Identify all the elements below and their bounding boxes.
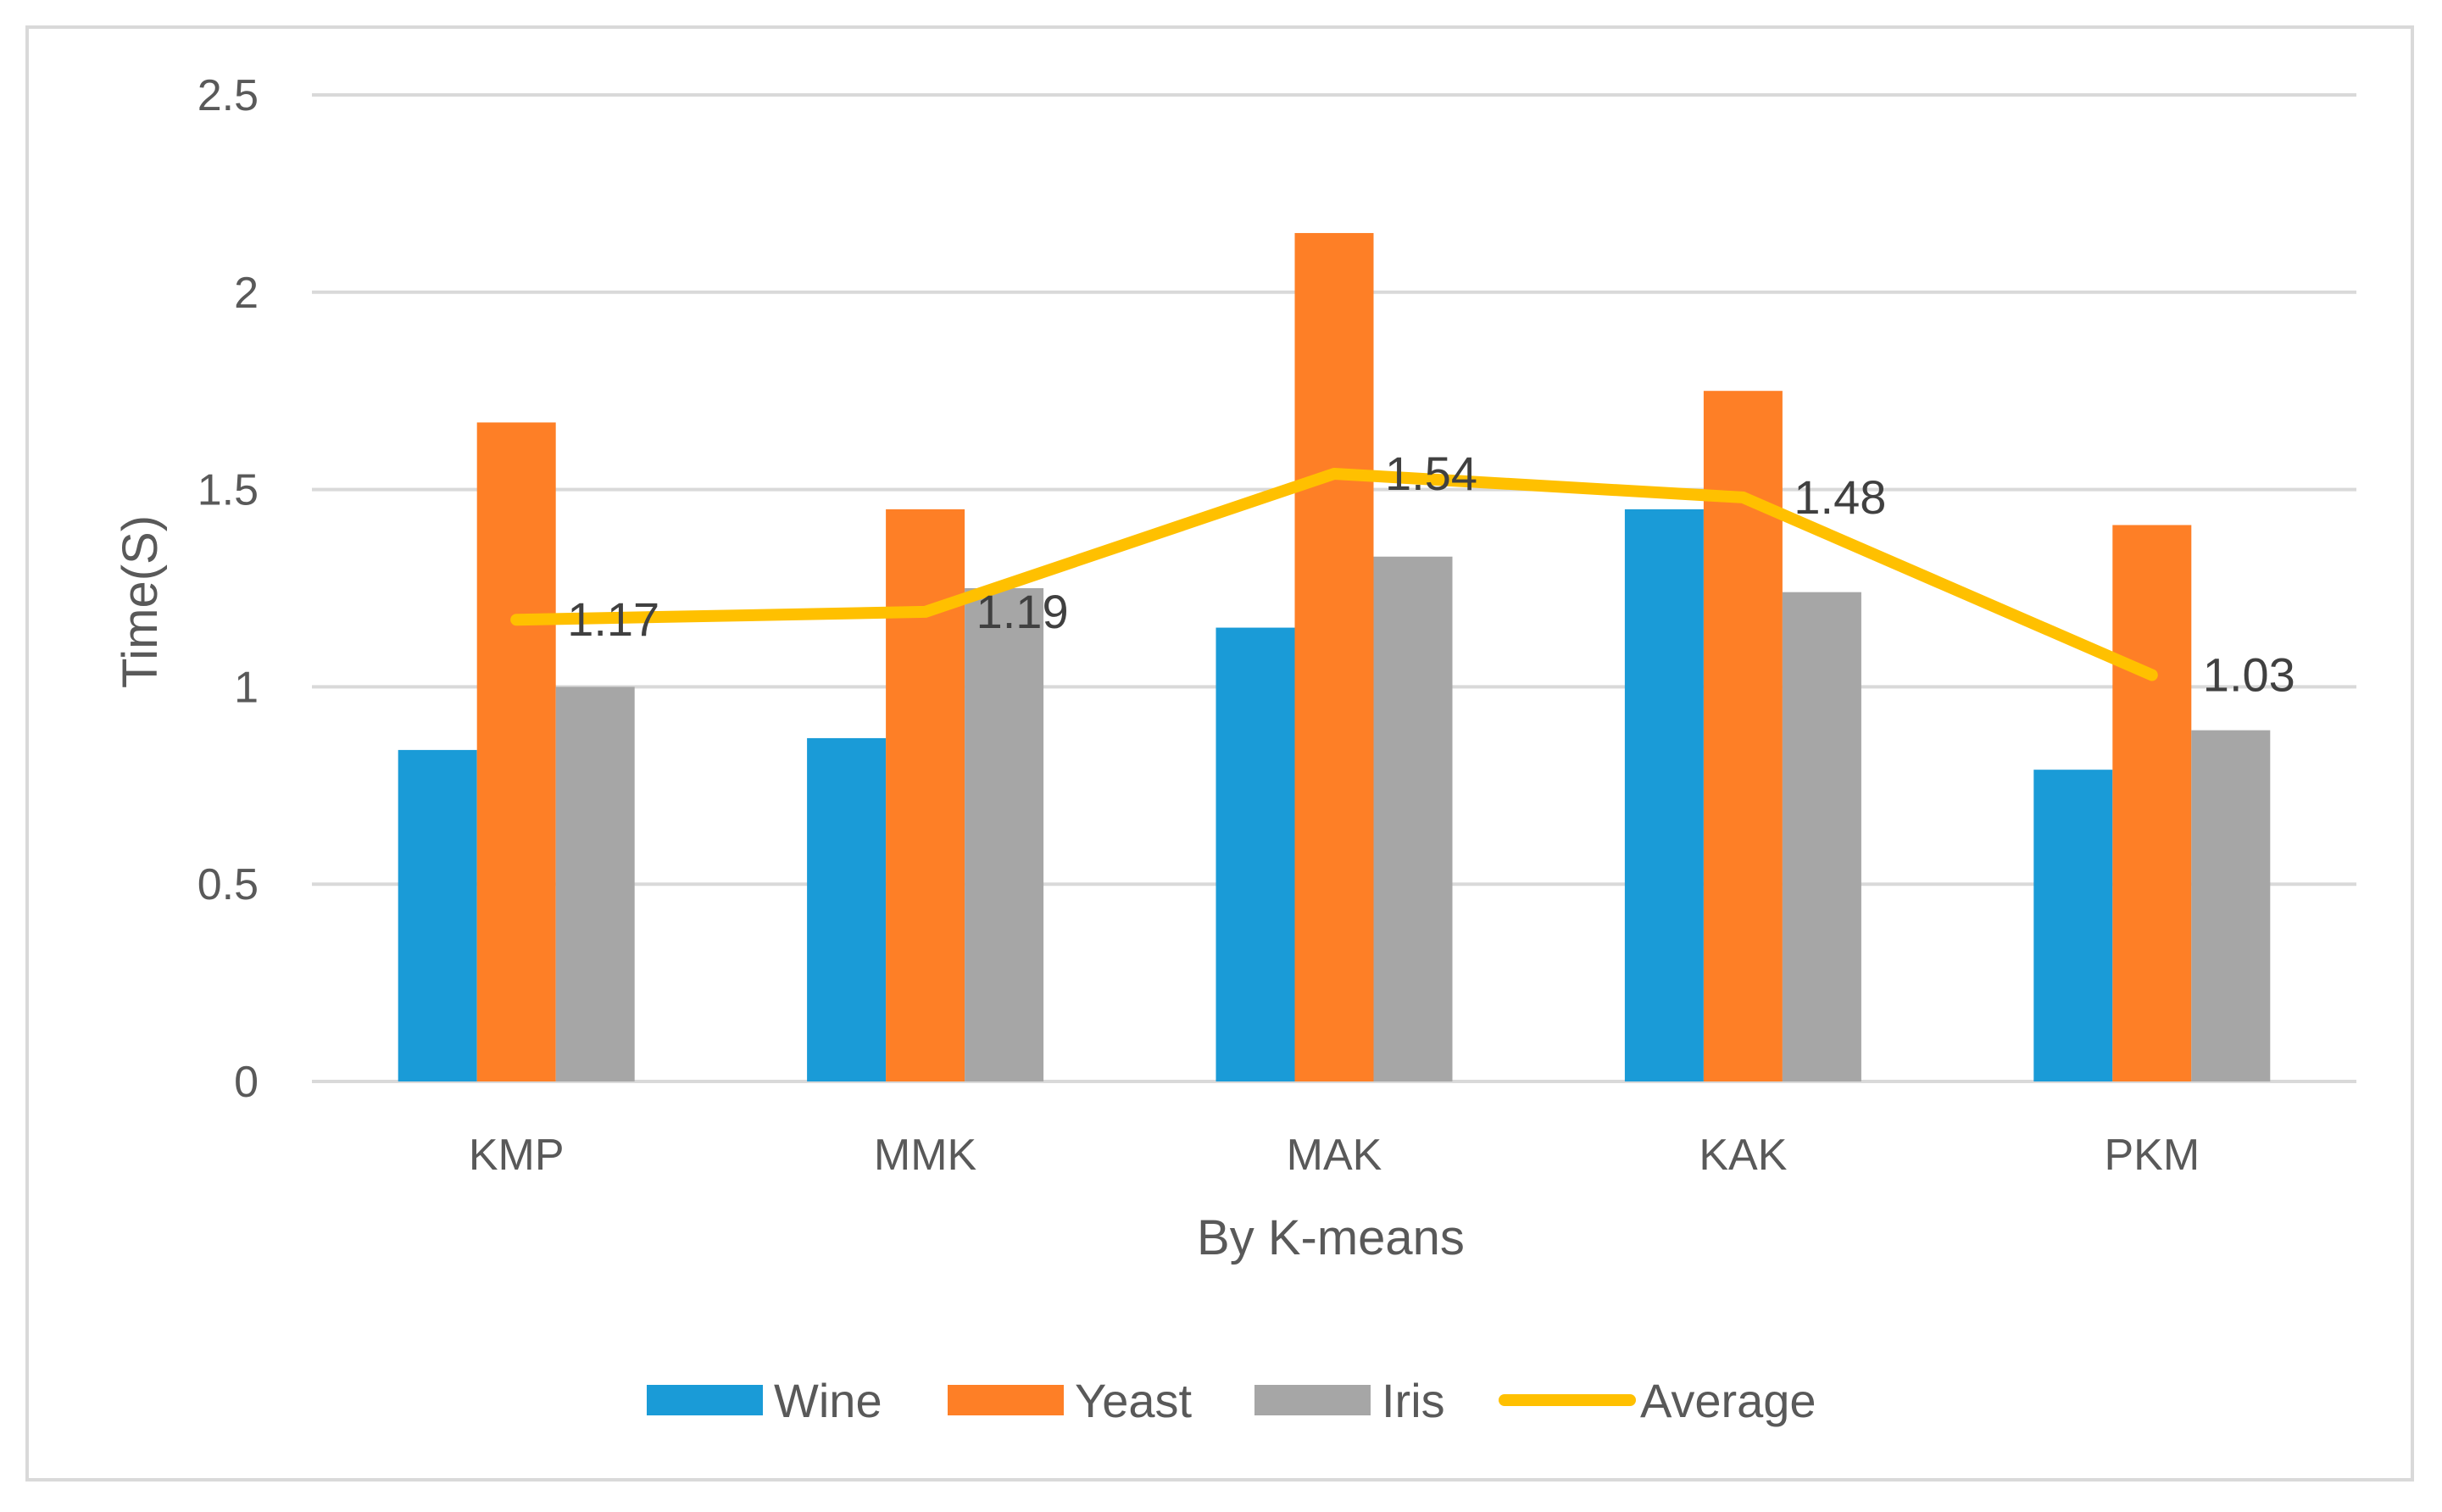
bar-yeast-mmk [886, 509, 965, 1081]
y-axis-title: Time(S) [113, 515, 168, 688]
bar-iris-pkm [2191, 730, 2271, 1081]
average-data-label: 1.17 [567, 592, 659, 646]
bar-yeast-kmp [476, 422, 556, 1081]
bar-iris-mmk [965, 588, 1044, 1081]
x-axis-title: By K-means [1197, 1210, 1465, 1265]
bar-yeast-mak [1294, 232, 1374, 1082]
bar-wine-kmp [398, 749, 477, 1081]
x-tick-label: PKM [2104, 1131, 2200, 1180]
x-tick-label: MAK [1287, 1131, 1382, 1180]
bar-iris-mak [1373, 556, 1453, 1081]
x-tick-label: MMK [874, 1131, 977, 1180]
average-data-label: 1.48 [1794, 470, 1886, 524]
ticks-layer: 0 0.5 1 1.5 2 2.5 KMP MMK MAK KAK PKM [197, 71, 2200, 1180]
labels-layer: 1.17 1.19 1.54 1.48 1.03 [567, 447, 2295, 701]
legend-label-iris: Iris [1382, 1374, 1445, 1427]
y-tick-label: 2.5 [197, 71, 259, 120]
legend: Wine Yeast Iris Average [647, 1374, 1816, 1427]
bar-wine-kak [1624, 509, 1704, 1081]
x-tick-label: KAK [1699, 1131, 1787, 1180]
average-data-label: 1.19 [976, 585, 1069, 638]
legend-label-wine: Wine [774, 1374, 882, 1427]
bar-wine-mmk [807, 737, 887, 1081]
legend-swatch-wine [647, 1385, 763, 1415]
bar-wine-pkm [2033, 770, 2113, 1081]
legend-swatch-iris [1254, 1385, 1371, 1415]
bar-iris-kmp [555, 687, 635, 1081]
y-tick-label: 1.5 [197, 466, 259, 515]
y-tick-label: 1 [234, 663, 259, 712]
bar-yeast-pkm [2112, 525, 2192, 1081]
bars-layer [398, 232, 2271, 1082]
average-data-label: 1.03 [2203, 648, 2295, 701]
legend-label-average: Average [1640, 1374, 1816, 1427]
y-tick-label: 2 [234, 269, 259, 318]
bar-iris-kak [1782, 592, 1861, 1081]
legend-swatch-yeast [948, 1385, 1064, 1415]
y-tick-label: 0 [234, 1058, 259, 1107]
x-tick-label: KMP [469, 1131, 565, 1180]
legend-label-yeast: Yeast [1075, 1374, 1193, 1427]
y-tick-label: 0.5 [197, 860, 259, 909]
average-line-layer [510, 467, 2158, 681]
average-line [510, 467, 2158, 681]
average-data-label: 1.54 [1385, 447, 1477, 500]
bar-wine-mak [1215, 627, 1295, 1081]
